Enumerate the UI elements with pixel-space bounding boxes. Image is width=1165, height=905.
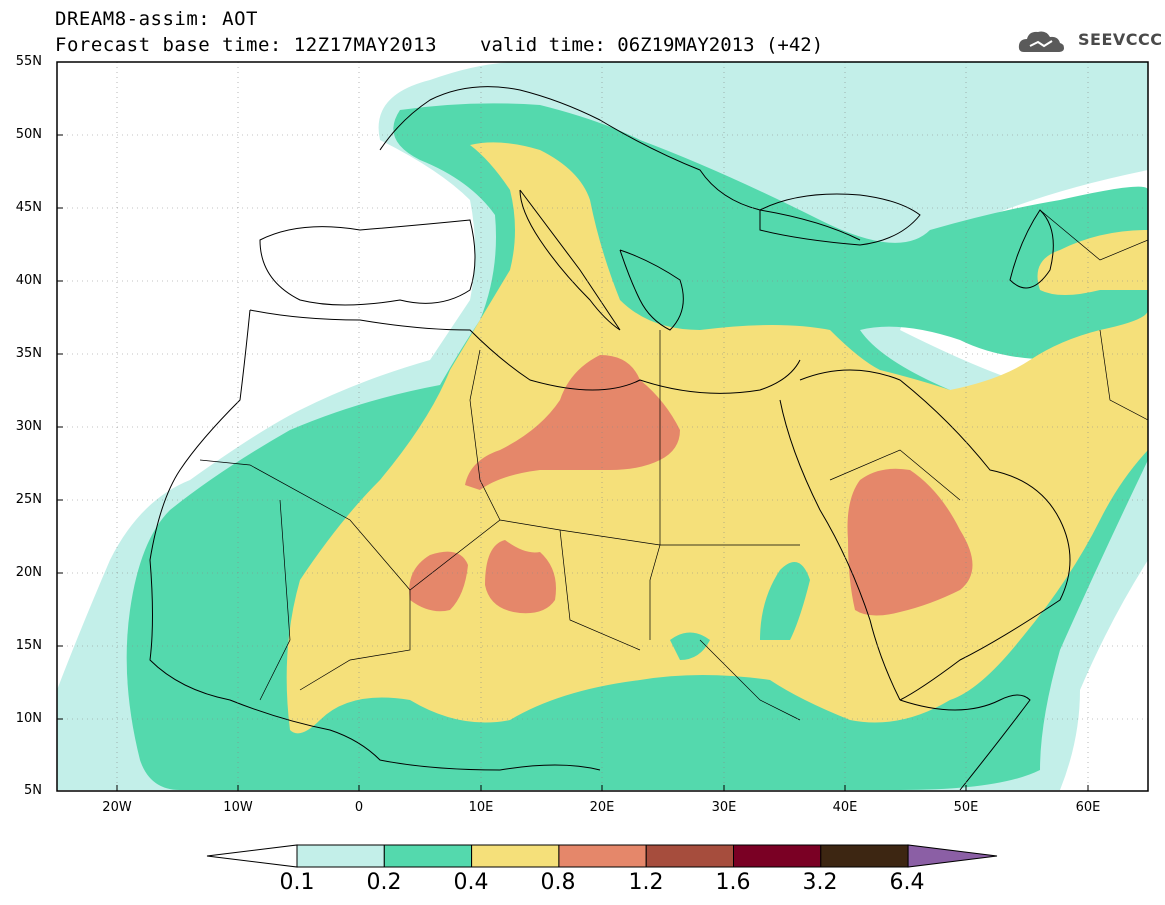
border-line: [699, 639, 801, 721]
colorbar-over-triangle: [907, 844, 998, 868]
aot-contour-0-8: [485, 540, 556, 614]
colorbar-label: 3.2: [802, 870, 838, 895]
lon-label: 60E: [1075, 800, 1101, 815]
coastline-africa-west: [149, 309, 601, 771]
valid-time: valid time: 06Z19MAY2013 (+42): [480, 34, 824, 56]
coastline-iberia: [259, 219, 476, 306]
forecast-base-time: Forecast base time: 12Z17MAY2013: [55, 34, 438, 56]
aot-contour-0-8: [847, 468, 973, 616]
lat-label: 55N: [15, 54, 42, 69]
lat-label: 25N: [15, 492, 42, 507]
graticule: [57, 62, 1148, 790]
aot-contour-0-8: [465, 355, 680, 490]
lat-label: 45N: [15, 200, 42, 215]
border-line: [1039, 209, 1148, 261]
colorbar-under-triangle: [206, 844, 298, 868]
aot-contour-0-8: [409, 551, 468, 612]
aot-patch: [670, 632, 710, 660]
lat-label: 5N: [24, 783, 42, 798]
lat-label: 20N: [15, 565, 42, 580]
coastline-mediterranean: [249, 309, 801, 394]
coastline-caspian: [1009, 209, 1054, 289]
colorbar-label: 1.6: [715, 870, 751, 895]
lon-label: 40E: [832, 800, 858, 815]
coastline-black-sea: [759, 193, 921, 246]
colorbar-label: 0.4: [453, 870, 489, 895]
colorbar-segment: [471, 844, 560, 868]
coastline-italy: [519, 189, 621, 331]
lat-label: 30N: [15, 419, 42, 434]
colorbar-segment: [820, 844, 909, 868]
colorbar-label: 6.4: [889, 870, 925, 895]
border-line: [469, 349, 501, 521]
logo-text: SEEVCCC: [1078, 30, 1163, 49]
lon-label: 20E: [589, 800, 615, 815]
colorbar-segment: [383, 844, 473, 868]
lat-label: 50N: [15, 127, 42, 142]
lon-label: 30E: [711, 800, 737, 815]
colorbar-segment: [645, 844, 735, 868]
map-title: DREAM8-assim: AOT: [55, 8, 258, 30]
cloud-icon: [1018, 31, 1064, 52]
axis-ticks: [57, 134, 1089, 791]
coastline-red-sea: [779, 399, 901, 701]
colorbar-label: 1.2: [628, 870, 664, 895]
lon-label: 10W: [223, 800, 253, 815]
border-line: [559, 529, 641, 651]
lon-label: 20W: [102, 800, 132, 815]
colorbar-segment: [296, 844, 385, 868]
border-line: [199, 459, 800, 591]
border-line: [1099, 329, 1148, 421]
lat-label: 35N: [15, 346, 42, 361]
lat-label: 10N: [15, 711, 42, 726]
lat-label: 15N: [15, 638, 42, 653]
colorbar-label: 0.1: [279, 870, 315, 895]
lon-label: 50E: [953, 800, 979, 815]
border-line: [259, 499, 291, 701]
border-line: [649, 330, 661, 640]
colorbar-label: 0.2: [366, 870, 402, 895]
coastline-greece: [619, 249, 684, 331]
lat-label: 40N: [15, 273, 42, 288]
border-line: [299, 590, 411, 691]
aot-patch: [760, 562, 810, 640]
border-line: [829, 449, 961, 501]
colorbar-segment: [733, 844, 822, 868]
coastline-east-africa: [899, 694, 1031, 791]
lon-label: 10E: [468, 800, 494, 815]
colorbar-label: 0.8: [540, 870, 576, 895]
coastline-arabia: [799, 369, 1071, 701]
lon-label: 0: [354, 800, 364, 815]
colorbar-segment: [558, 844, 647, 868]
